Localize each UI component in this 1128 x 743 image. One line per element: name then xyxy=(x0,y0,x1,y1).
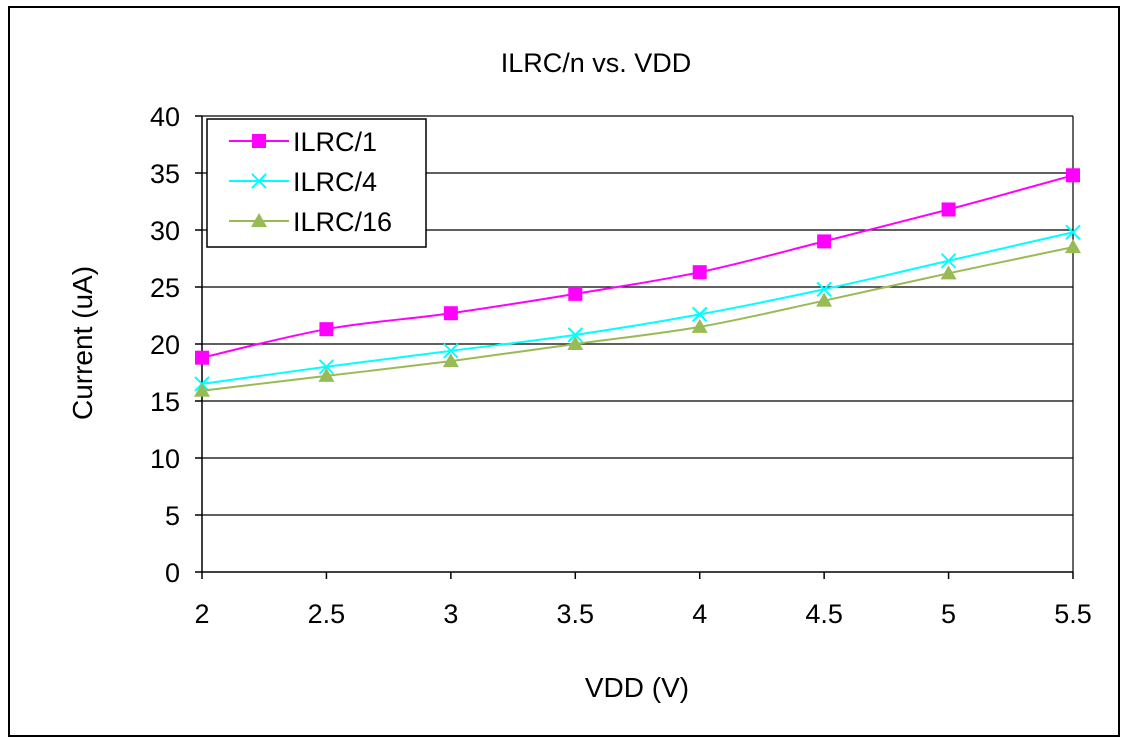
data-point-triangle xyxy=(318,367,335,382)
x-axis-label: VDD (V) xyxy=(585,672,689,703)
data-point-x xyxy=(318,359,335,375)
x-tick-label: 2.5 xyxy=(308,599,346,629)
marker-stroke xyxy=(443,343,459,359)
y-tick-label: 25 xyxy=(150,273,180,303)
data-point-square xyxy=(1066,168,1080,183)
marker-stroke xyxy=(816,281,832,297)
series-lines xyxy=(194,168,1081,397)
x-tick-label: 3.5 xyxy=(557,599,595,629)
marker-stroke xyxy=(692,306,708,323)
series-ilrc-1 xyxy=(195,168,1080,365)
data-point-x xyxy=(443,343,459,359)
data-point-square xyxy=(252,134,266,148)
data-point-triangle xyxy=(816,292,833,307)
y-tick-label: 40 xyxy=(150,102,180,132)
data-point-x xyxy=(567,327,583,343)
legend-label: ILRC/16 xyxy=(293,207,392,237)
series-ilrc-4 xyxy=(194,224,1081,392)
data-point-triangle xyxy=(442,353,459,368)
y-axis-label: Current (uA) xyxy=(67,266,98,420)
chart-frame xyxy=(8,6,1120,737)
x-tick-label: 5 xyxy=(941,599,956,629)
x-tick-label: 4.5 xyxy=(805,599,843,629)
data-point-x xyxy=(1065,224,1081,240)
series-ilrc-16 xyxy=(194,239,1081,397)
x-tick-label: 4 xyxy=(692,599,707,629)
legend-entry: ILRC/4 xyxy=(229,167,377,197)
data-point-x xyxy=(251,173,267,189)
marker-stroke xyxy=(318,359,335,375)
data-point-square xyxy=(195,350,209,365)
marker-stroke xyxy=(251,173,267,189)
legend: ILRC/1 ILRC/4 ILRC/16 xyxy=(206,118,427,248)
data-point-triangle xyxy=(940,265,957,280)
data-point-square xyxy=(692,265,707,280)
data-point-square xyxy=(443,306,458,321)
y-tick-label: 30 xyxy=(150,216,180,246)
y-tick-label: 35 xyxy=(150,159,180,189)
legend-entry: ILRC/1 xyxy=(229,127,377,157)
x-tick-label: 5.5 xyxy=(1054,599,1092,629)
legend-entry: ILRC/16 xyxy=(229,207,392,237)
series-line xyxy=(201,174,1074,359)
axes xyxy=(195,115,1074,579)
x-tick-label: 3 xyxy=(443,599,458,629)
series-line xyxy=(201,246,1074,392)
data-point-square xyxy=(319,322,334,337)
marker-stroke xyxy=(1065,224,1081,240)
y-tick-label: 20 xyxy=(150,330,180,360)
y-tick-label: 5 xyxy=(165,501,180,531)
data-point-square xyxy=(941,202,956,217)
data-point-x xyxy=(816,281,832,297)
tick-labels: 0 5 10 15 20 25 30 35 40 2 2.5 3 3.5 4 4.5 5 5.5 xyxy=(150,102,1092,629)
data-point-triangle xyxy=(567,336,584,350)
data-point-square xyxy=(817,234,832,249)
marker-stroke xyxy=(940,253,957,269)
data-point-x xyxy=(692,306,708,323)
data-point-triangle xyxy=(251,213,267,227)
legend-label: ILRC/1 xyxy=(293,127,377,157)
data-point-square xyxy=(568,286,583,301)
chart-title: ILRC/n vs. VDD xyxy=(501,48,692,78)
legend-label: ILRC/4 xyxy=(293,167,377,197)
series-line xyxy=(201,231,1074,385)
gridlines xyxy=(202,115,1073,516)
data-point-triangle xyxy=(194,382,210,397)
data-point-triangle xyxy=(1065,239,1081,254)
marker-stroke xyxy=(567,327,583,343)
x-tick-label: 2 xyxy=(194,599,209,629)
y-tick-label: 0 xyxy=(165,558,180,588)
y-tick-label: 10 xyxy=(150,444,180,474)
data-point-triangle xyxy=(691,318,708,333)
data-point-x xyxy=(940,253,957,269)
y-tick-label: 15 xyxy=(150,387,180,417)
